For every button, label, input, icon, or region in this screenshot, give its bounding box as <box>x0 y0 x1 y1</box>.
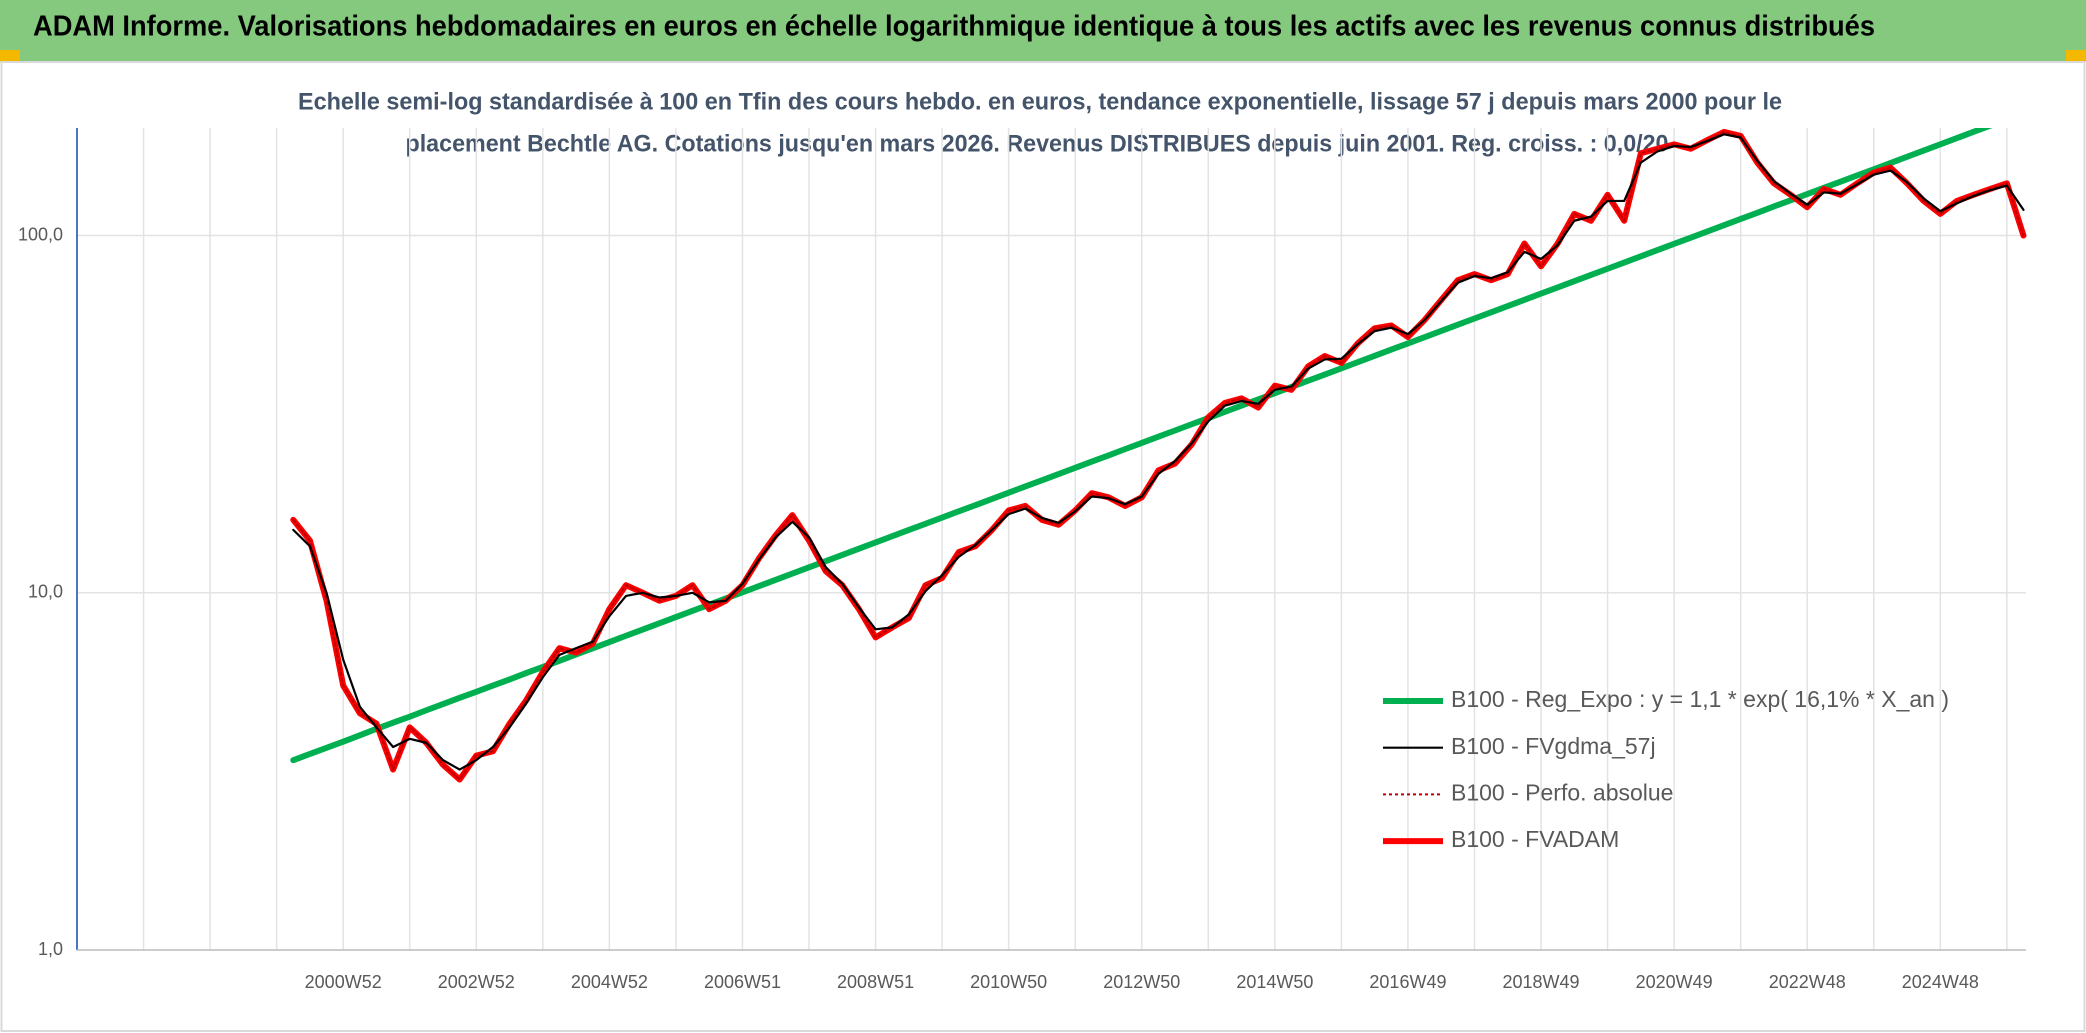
x-tick-label: 2000W52 <box>305 972 382 992</box>
legend-label: B100 - Reg_Expo : y = 1,1 * exp( 16,1% *… <box>1451 686 1949 712</box>
y-tick-label: 1,0 <box>38 939 63 959</box>
x-tick-label: 2010W50 <box>970 972 1047 992</box>
x-tick-label: 2022W48 <box>1769 972 1846 992</box>
data-line <box>292 133 2025 771</box>
legend-label: B100 - FVgdma_57j <box>1451 733 1656 759</box>
data-line <box>292 130 2025 781</box>
corner-mark <box>2066 50 2086 62</box>
x-tick-label: 2002W52 <box>438 972 515 992</box>
x-tick-label: 2016W49 <box>1369 972 1446 992</box>
title-bar <box>0 0 2086 61</box>
corner-mark <box>0 50 20 62</box>
chart-subtitle: Echelle semi-log standardisée à 100 en T… <box>298 88 1782 115</box>
x-tick-label: 2008W51 <box>837 972 914 992</box>
x-tick-label: 2018W49 <box>1503 972 1580 992</box>
y-tick-label: 100,0 <box>18 224 63 244</box>
legend-label: B100 - FVADAM <box>1451 826 1619 852</box>
x-tick-label: 2012W50 <box>1103 972 1180 992</box>
y-tick-label: 10,0 <box>28 582 63 602</box>
legend-label: B100 - Perfo. absolue <box>1451 779 1673 805</box>
x-tick-label: 2006W51 <box>704 972 781 992</box>
x-tick-label: 2024W48 <box>1902 972 1979 992</box>
plot-area <box>290 128 2027 783</box>
chart-border <box>0 61 2086 1032</box>
x-tick-label: 2004W52 <box>571 972 648 992</box>
chart-subtitle: placement Bechtle AG. Cotations jusqu'en… <box>406 130 1669 157</box>
x-tick-label: 2014W50 <box>1236 972 1313 992</box>
chart-title: ADAM Informe. Valorisations hebdomadaire… <box>33 11 1875 43</box>
x-tick-label: 2020W49 <box>1636 972 1713 992</box>
